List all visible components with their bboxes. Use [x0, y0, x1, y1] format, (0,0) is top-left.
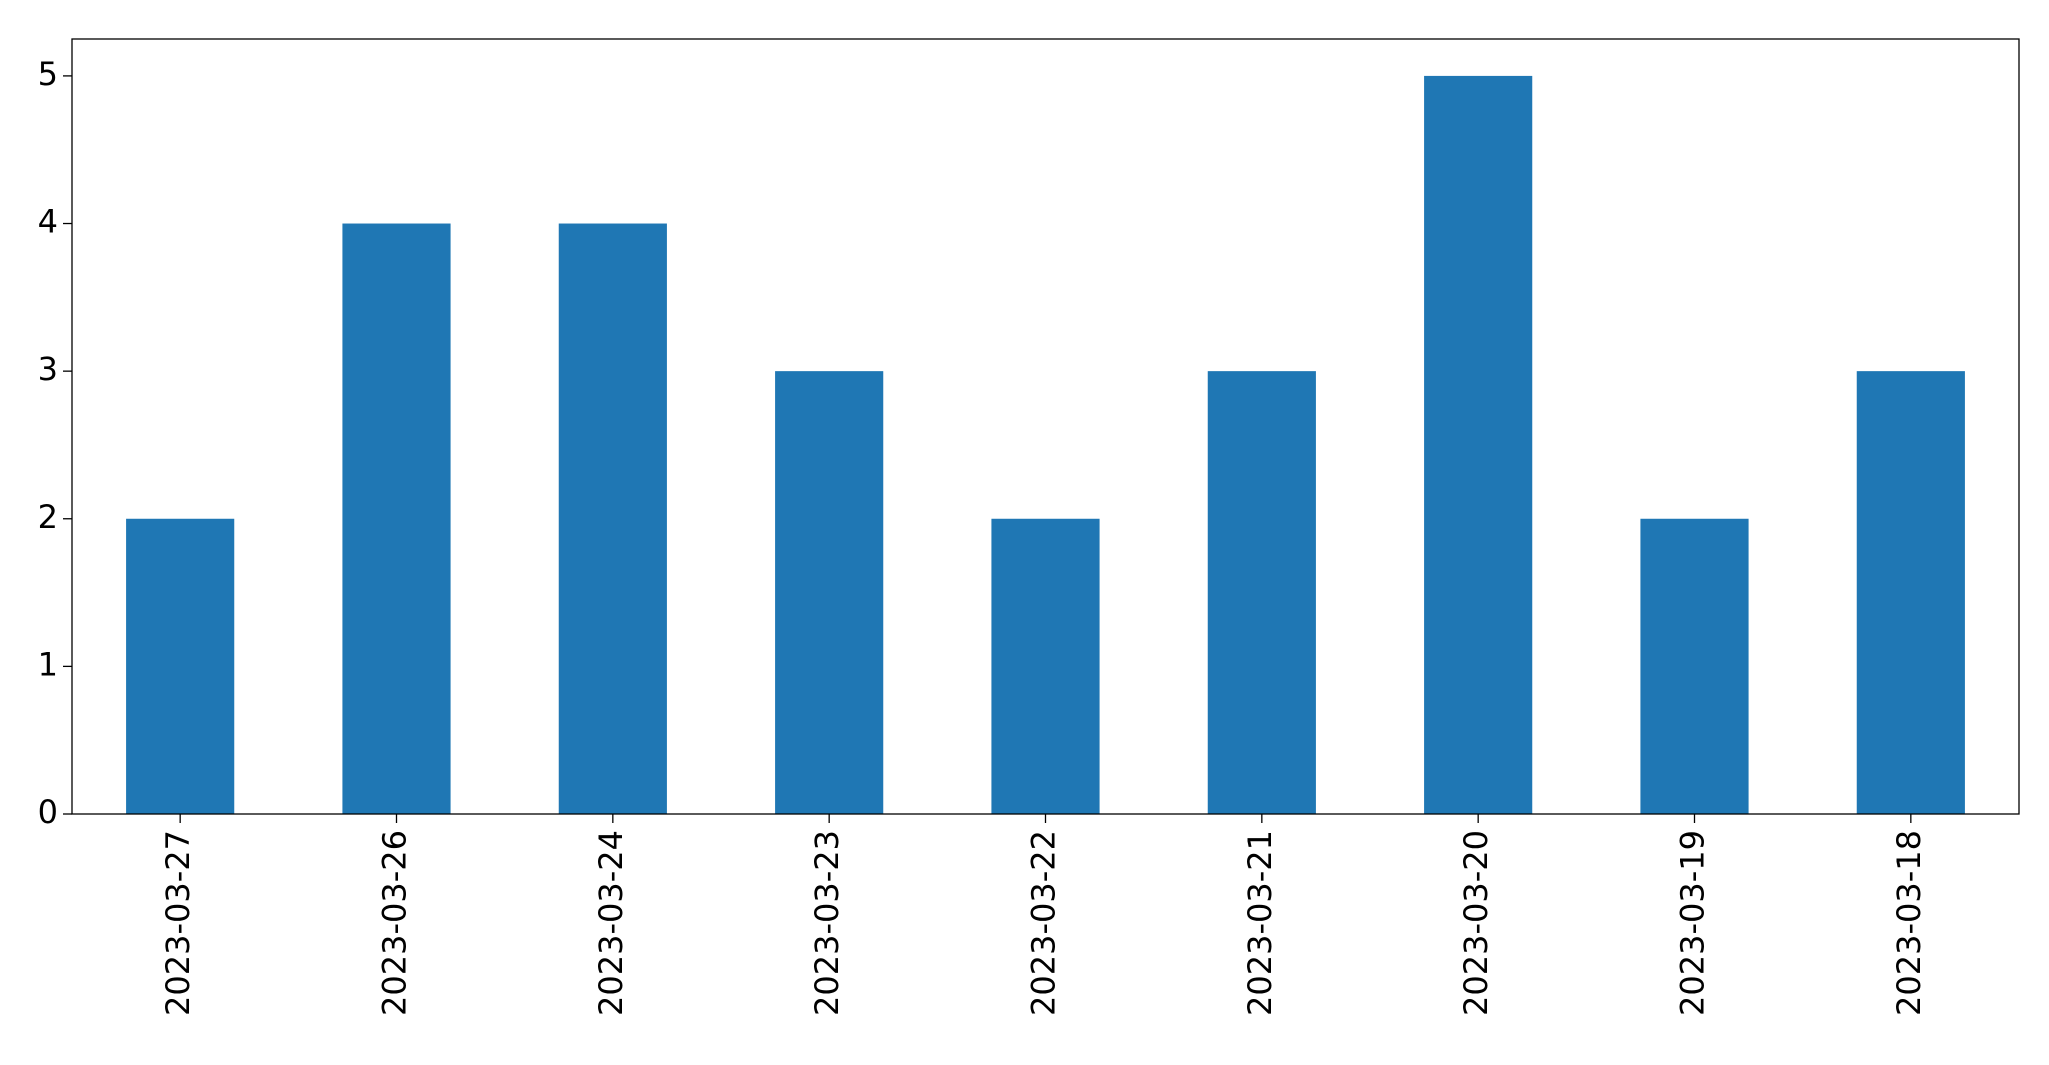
- x-tick-label: 2023-03-26: [376, 830, 414, 1016]
- bar: [126, 518, 235, 814]
- bar: [1207, 371, 1316, 814]
- x-tick-label: 2023-03-22: [1025, 830, 1063, 1016]
- bar: [991, 518, 1100, 814]
- y-tick-label: 2: [38, 498, 58, 536]
- x-tick-label: 2023-03-19: [1674, 830, 1712, 1016]
- x-tick-label: 2023-03-27: [159, 830, 197, 1016]
- y-tick-label: 1: [38, 645, 58, 683]
- bar: [1856, 371, 1965, 814]
- bar: [775, 371, 884, 814]
- bar: [1640, 518, 1749, 814]
- y-tick-label: 0: [38, 793, 58, 831]
- y-tick-label: 3: [38, 350, 58, 388]
- x-tick-label: 2023-03-24: [592, 830, 630, 1016]
- y-tick-label: 5: [38, 55, 58, 93]
- bar: [342, 223, 451, 814]
- y-tick-label: 4: [38, 203, 58, 241]
- x-tick-label: 2023-03-20: [1457, 830, 1495, 1016]
- x-tick-label: 2023-03-21: [1241, 830, 1279, 1016]
- bar: [1424, 75, 1533, 814]
- x-tick-label: 2023-03-23: [808, 830, 846, 1016]
- x-tick-label: 2023-03-18: [1890, 830, 1928, 1016]
- plot-frame: [71, 38, 2020, 815]
- bar: [558, 223, 667, 814]
